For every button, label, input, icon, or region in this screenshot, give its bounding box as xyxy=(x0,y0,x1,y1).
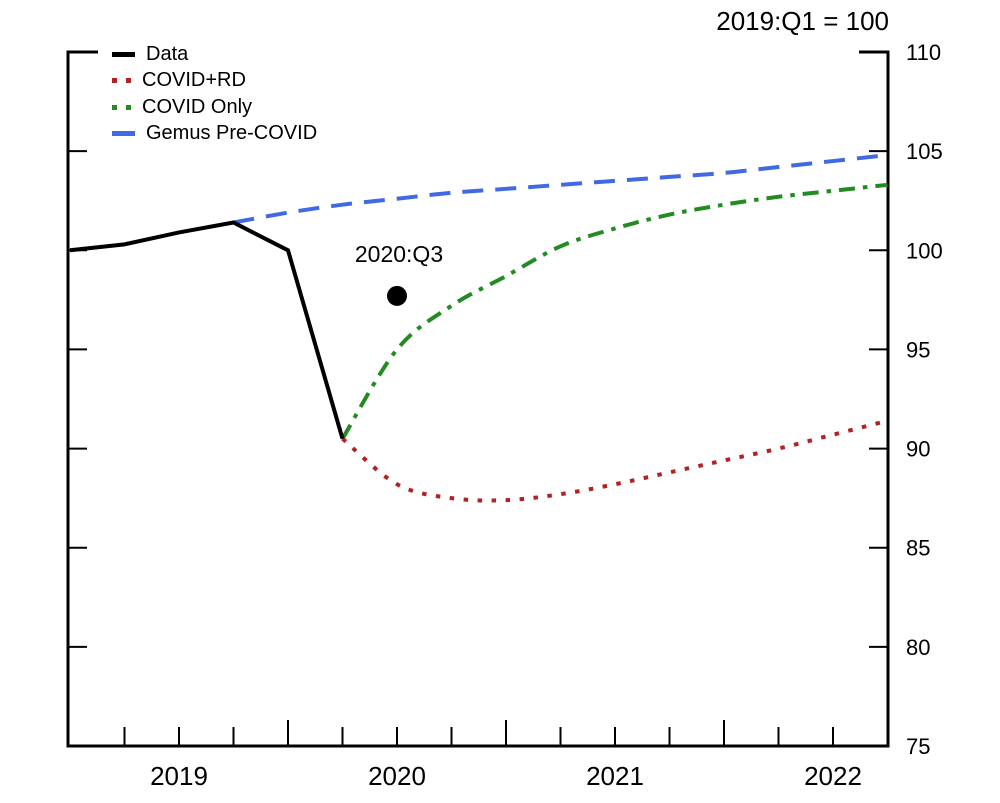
legend-item-data: Data xyxy=(112,41,317,68)
y-tick-label: 95 xyxy=(906,337,930,362)
legend-item-covid-only: COVID Only xyxy=(112,94,317,121)
marker-label: 2020:Q3 xyxy=(355,241,443,267)
legend-item-covid-rd: COVID+RD xyxy=(112,68,317,95)
x-tick-label: 2019 xyxy=(150,761,208,791)
y-tick-label: 110 xyxy=(906,40,941,65)
y-tick-label: 75 xyxy=(906,734,930,759)
legend-swatch-covid-rd xyxy=(112,78,131,84)
legend-label: Data xyxy=(146,42,189,65)
series-gemus-pre-covid xyxy=(233,153,888,225)
legend: Data COVID+RD COVID Only Gemus Pre-COVID xyxy=(112,41,317,147)
x-tick-label: 2021 xyxy=(586,761,644,791)
x-tick-label: 2022 xyxy=(804,761,862,791)
series-data xyxy=(69,220,345,440)
y-tick-label: 90 xyxy=(906,437,930,462)
legend-label: COVID+RD xyxy=(142,69,246,92)
x-tick-label: 2020 xyxy=(368,761,426,791)
legend-swatch-data xyxy=(112,51,135,57)
series-covid-rd xyxy=(341,418,888,503)
legend-label: COVID Only xyxy=(142,95,253,118)
legend-swatch-gemus-pre-covid xyxy=(112,131,135,137)
legend-label: Gemus Pre-COVID xyxy=(146,122,318,145)
y-tick-label: 105 xyxy=(906,139,943,164)
y-tick-label: 85 xyxy=(906,536,930,561)
data-point-marker xyxy=(387,285,407,306)
legend-item-gemus-pre-covid: Gemus Pre-COVID xyxy=(112,121,317,148)
series-covid-only xyxy=(340,182,888,440)
plot-frame xyxy=(66,50,890,748)
chart-title: 2019:Q1 = 100 xyxy=(716,6,889,36)
y-tick-label: 80 xyxy=(906,635,930,660)
y-tick-label: 100 xyxy=(906,238,943,263)
legend-swatch-covid-only xyxy=(112,104,131,110)
